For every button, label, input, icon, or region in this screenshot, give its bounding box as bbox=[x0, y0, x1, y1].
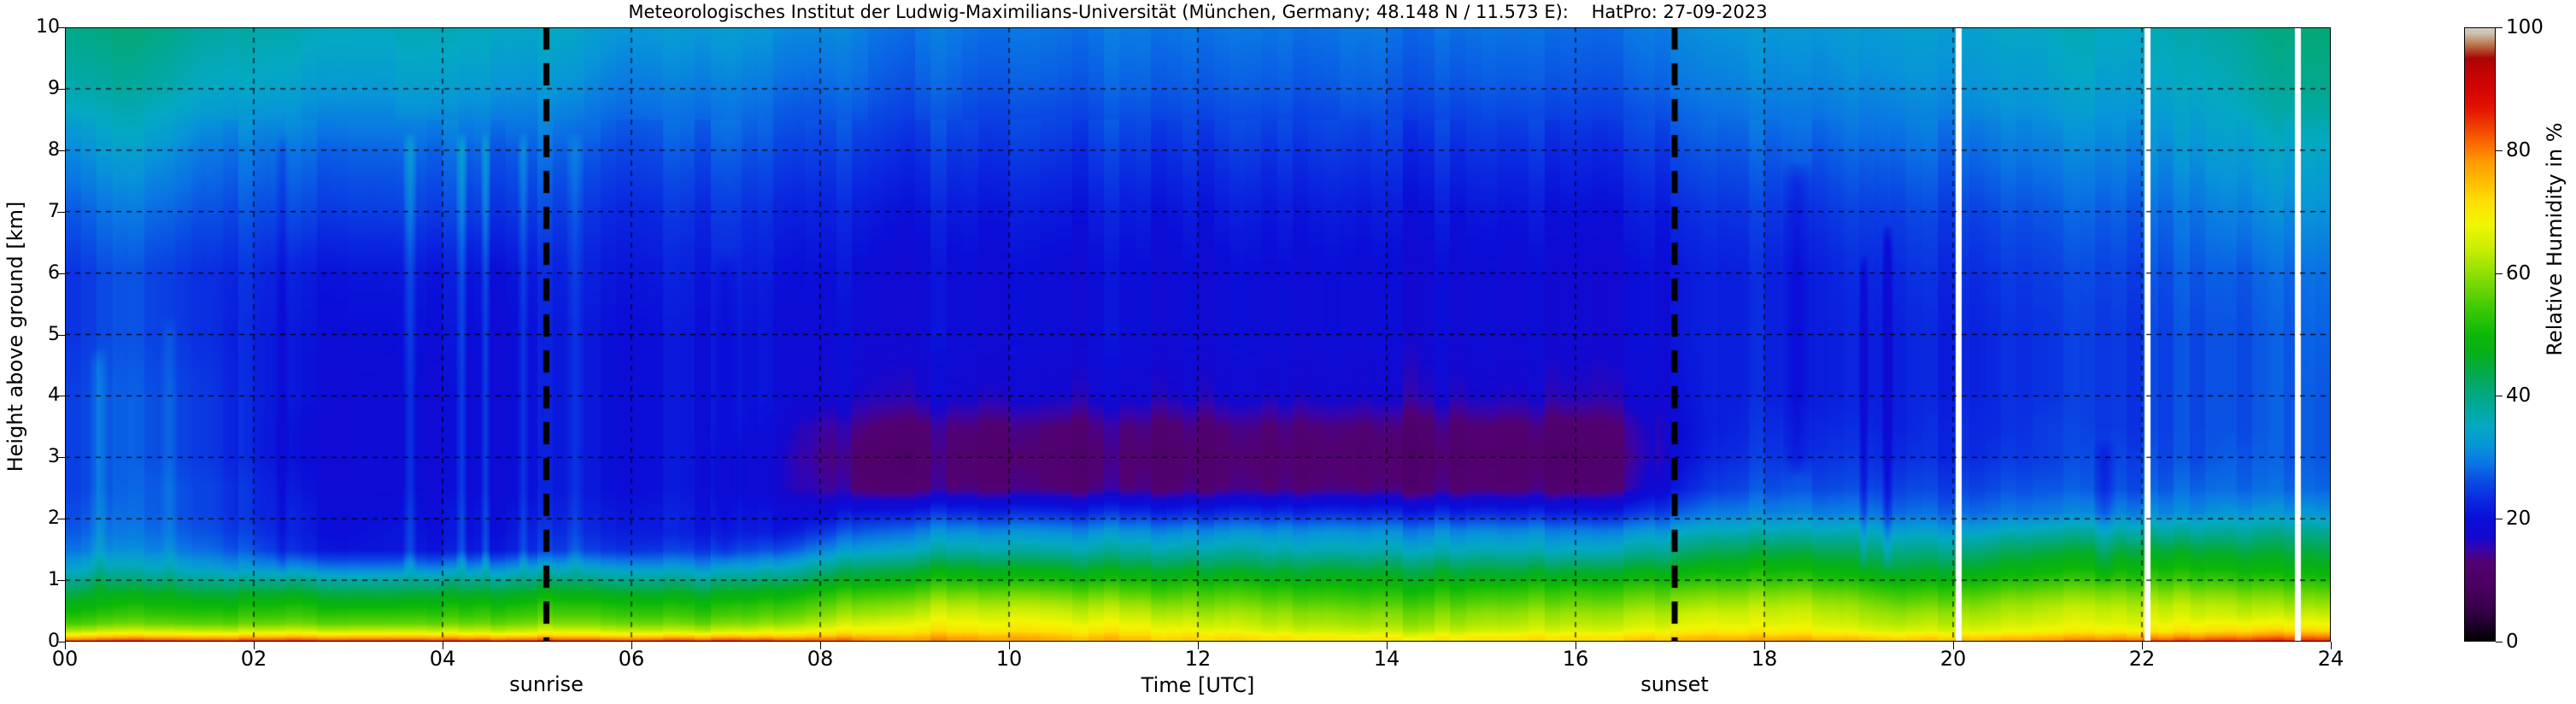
x-tick-mark bbox=[254, 642, 255, 649]
y-tick-mark bbox=[57, 150, 65, 151]
y-tick-mark bbox=[57, 580, 65, 582]
x-tick-mark bbox=[820, 642, 821, 649]
sunrise-annotation: sunrise bbox=[509, 672, 584, 696]
plot-title: Meteorologisches Institut der Ludwig-Max… bbox=[628, 2, 1768, 22]
colorbar-gradient bbox=[2464, 27, 2496, 642]
x-tick-mark bbox=[1009, 642, 1010, 649]
y-tick-label: 7 bbox=[48, 200, 60, 222]
x-tick-label: 08 bbox=[807, 647, 834, 671]
x-tick-label: 14 bbox=[1373, 647, 1400, 671]
x-tick-mark bbox=[1953, 642, 1954, 649]
y-tick-label: 1 bbox=[48, 569, 60, 591]
colorbar-tick-mark bbox=[2496, 150, 2503, 151]
y-tick-label: 9 bbox=[48, 77, 60, 99]
x-tick-mark bbox=[2142, 642, 2143, 649]
x-tick-mark bbox=[1198, 642, 1199, 649]
y-tick-mark bbox=[57, 457, 65, 459]
x-tick-label: 16 bbox=[1562, 647, 1589, 671]
colorbar-tick-label: 100 bbox=[2506, 16, 2544, 38]
sunset-annotation: sunset bbox=[1640, 672, 1709, 696]
y-tick-mark bbox=[57, 334, 65, 336]
x-tick-label: 18 bbox=[1751, 647, 1778, 671]
x-tick-label: 06 bbox=[618, 647, 645, 671]
x-tick-mark bbox=[2331, 642, 2332, 649]
humidity-heatmap-canvas bbox=[65, 27, 2331, 642]
x-tick-mark bbox=[631, 642, 632, 649]
y-tick-label: 3 bbox=[48, 446, 60, 468]
x-tick-label: 04 bbox=[429, 647, 456, 671]
colorbar-tick-label: 0 bbox=[2506, 631, 2519, 653]
x-tick-label: 20 bbox=[1939, 647, 1967, 671]
y-tick-label: 10 bbox=[36, 16, 60, 38]
x-tick-mark bbox=[1764, 642, 1765, 649]
x-axis-label: Time [UTC] bbox=[1141, 673, 1255, 697]
colorbar-tick-mark bbox=[2496, 273, 2503, 274]
x-tick-label: 00 bbox=[51, 647, 79, 671]
colorbar-tick-label: 80 bbox=[2506, 138, 2532, 161]
x-tick-label: 10 bbox=[995, 647, 1023, 671]
x-tick-mark bbox=[65, 642, 66, 649]
x-tick-label: 02 bbox=[240, 647, 267, 671]
colorbar-label: Relative Humidity in % bbox=[2543, 122, 2567, 356]
y-tick-label: 4 bbox=[48, 384, 60, 407]
y-tick-mark bbox=[57, 88, 65, 90]
colorbar-tick-mark bbox=[2496, 27, 2503, 28]
y-tick-label: 6 bbox=[48, 261, 60, 284]
colorbar-frame bbox=[2464, 27, 2496, 642]
y-tick-label: 0 bbox=[48, 631, 60, 652]
y-tick-label: 2 bbox=[48, 507, 60, 530]
x-tick-label: 24 bbox=[2317, 647, 2344, 671]
x-tick-label: 22 bbox=[2128, 647, 2156, 671]
y-tick-label: 8 bbox=[48, 138, 60, 161]
y-tick-mark bbox=[57, 273, 65, 274]
colorbar-tick-label: 60 bbox=[2506, 261, 2532, 285]
y-tick-mark bbox=[57, 27, 65, 28]
colorbar-tick-label: 40 bbox=[2506, 384, 2532, 408]
y-tick-label: 5 bbox=[48, 323, 60, 345]
y-tick-mark bbox=[57, 211, 65, 213]
x-tick-mark bbox=[1387, 642, 1388, 649]
colorbar-tick-label: 20 bbox=[2506, 507, 2532, 531]
x-tick-label: 12 bbox=[1184, 647, 1212, 671]
